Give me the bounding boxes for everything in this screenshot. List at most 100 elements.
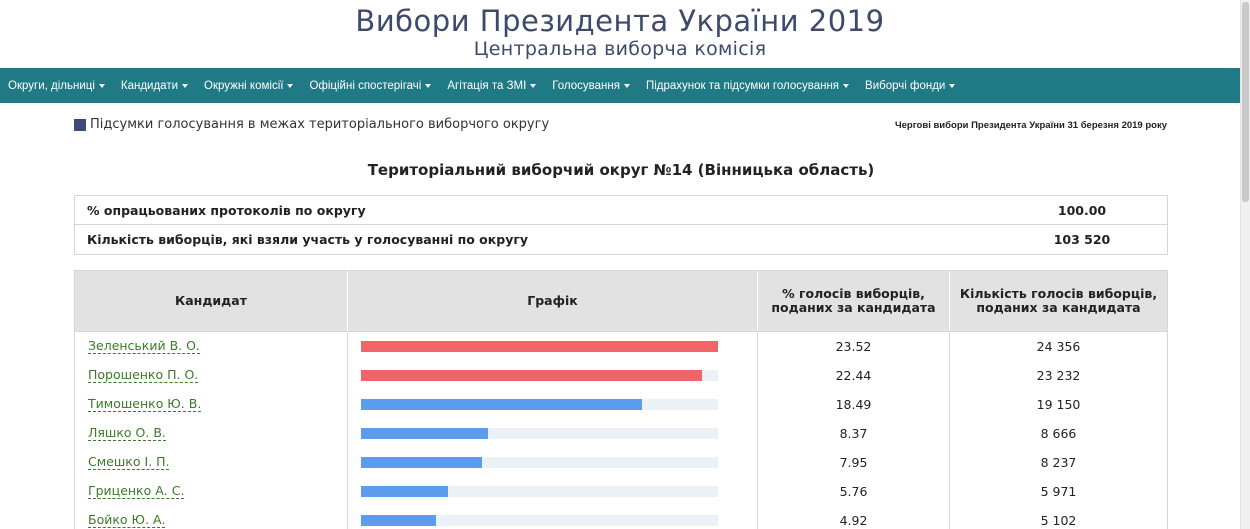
nav-media[interactable]: Агітація та ЗМІ <box>447 79 537 92</box>
candidate-link[interactable]: Тимошенко Ю. В. <box>88 396 202 412</box>
vote-bar <box>361 370 702 381</box>
candidate-link[interactable]: Зеленський В. О. <box>88 338 200 354</box>
bar-track <box>361 428 718 439</box>
table-row: Порошенко П. О. 22.44 23 232 <box>75 361 1167 390</box>
nav-observers[interactable]: Офіційні спостерігачі <box>309 79 432 92</box>
header-votes: Кількість голосів виборців, поданих за к… <box>959 285 1158 315</box>
candidate-link[interactable]: Смешко І. П. <box>88 454 170 470</box>
votes-cell: 23 232 <box>1036 368 1081 383</box>
candidate-cell: Зеленський В. О. <box>75 332 348 361</box>
square-icon <box>74 118 86 131</box>
table-row: Зеленський В. О. 23.52 24 356 <box>75 332 1167 361</box>
chart-cell <box>348 448 758 477</box>
nav-voting[interactable]: Голосування <box>552 80 630 92</box>
breadcrumb-text: Підсумки голосування в межах територіаль… <box>90 117 550 132</box>
site-header: Вибори Президента України 2019 Центральн… <box>0 0 1240 66</box>
bar-track <box>361 486 718 497</box>
caret-down-icon <box>425 84 432 88</box>
percent-cell: 23.52 <box>758 332 950 361</box>
bar-track <box>361 457 718 468</box>
table-row: Смешко І. П. 7.95 8 237 <box>75 448 1167 477</box>
nav-candidates[interactable]: Кандидати <box>120 79 189 92</box>
candidate-cell: Гриценко А. С. <box>75 477 348 506</box>
nav-item-label: Кандидати <box>120 79 179 92</box>
results-table: Кандидат Графік % голосів виборців, пода… <box>74 270 1168 529</box>
header-percent: % голосів виборців, поданих за кандидата <box>758 271 950 331</box>
candidate-link[interactable]: Бойко Ю. А. <box>88 512 166 528</box>
site-title[interactable]: Вибори Президента України 2019 <box>355 4 885 38</box>
candidate-link[interactable]: Ляшко О. В. <box>88 425 166 441</box>
candidate-cell: Порошенко П. О. <box>75 361 348 390</box>
bar-track <box>361 370 718 381</box>
chart-cell <box>348 419 758 448</box>
nav-item-label: Округи, дільниці <box>8 79 95 92</box>
candidate-cell: Смешко І. П. <box>75 448 348 477</box>
bar-track <box>361 399 718 410</box>
vote-bar <box>361 428 489 439</box>
table-row: Гриценко А. С. 5.76 5 971 <box>75 477 1167 506</box>
results-table-header: Кандидат Графік % голосів виборців, пода… <box>75 271 1167 332</box>
chart-cell <box>348 361 758 390</box>
nav-item-label: Голосування <box>552 79 620 92</box>
vote-bar <box>361 341 718 352</box>
caret-down-icon <box>98 84 105 88</box>
candidate-cell: Бойко Ю. А. <box>75 506 348 529</box>
main-navbar: Округи, дільниці Кандидати Окружні комісії… <box>0 68 1240 103</box>
nav-results[interactable]: Підрахунок та підсумки голосування <box>645 79 850 92</box>
nav-funds[interactable]: Виборчі фонди <box>865 79 956 92</box>
nav-item-label: Офіційні спостерігачі <box>309 79 422 92</box>
nav-item-label: Підрахунок та підсумки голосування <box>645 79 840 92</box>
percent-cell: 8.37 <box>758 419 950 448</box>
nav-district-commissions[interactable]: Окружні комісії <box>204 79 294 92</box>
summary-row-turnout: Кількість виборців, які взяли участь у г… <box>75 225 1167 254</box>
turnout-label: Кількість виборців, які взяли участь у г… <box>87 232 529 247</box>
table-row: Ляшко О. В. 8.37 8 666 <box>75 419 1167 448</box>
percent-cell: 7.95 <box>758 448 950 477</box>
results-table-body: Зеленський В. О. 23.52 24 356 Порошенко П. … <box>75 332 1167 529</box>
election-note: Чергові вибори Президента України 31 бер… <box>894 120 1167 131</box>
turnout-value: 103 520 <box>1053 232 1111 247</box>
votes-cell: 24 356 <box>1036 339 1081 354</box>
chart-cell <box>348 332 758 361</box>
header-chart: Графік <box>348 271 758 331</box>
vote-bar <box>361 399 642 410</box>
votes-cell: 5 102 <box>1040 513 1077 528</box>
summary-row-processed: % опрацьованих протоколів по округу 100.… <box>75 196 1167 225</box>
bar-track <box>361 515 718 526</box>
nav-item-label: Виборчі фонди <box>865 79 946 92</box>
caret-down-icon <box>623 84 630 88</box>
chart-cell <box>348 477 758 506</box>
processed-value: 100.00 <box>1057 202 1107 218</box>
processed-label: % опрацьованих протоколів по округу <box>87 202 366 218</box>
scrollbar-thumb[interactable] <box>1242 2 1249 202</box>
nav-item-label: Агітація та ЗМІ <box>447 79 527 92</box>
caret-down-icon <box>182 84 189 88</box>
votes-cell: 8 666 <box>1040 426 1077 441</box>
site-subtitle: Центральна виборча комісія <box>473 38 767 60</box>
votes-cell: 5 971 <box>1040 484 1077 499</box>
votes-cell: 19 150 <box>1036 397 1081 412</box>
candidate-link[interactable]: Порошенко П. О. <box>88 367 199 383</box>
candidate-cell: Ляшко О. В. <box>75 419 348 448</box>
percent-cell: 18.49 <box>758 390 950 419</box>
nav-item-label: Окружні комісії <box>204 79 284 92</box>
breadcrumb: Підсумки голосування в межах територіаль… <box>74 117 549 132</box>
nav-districts[interactable]: Округи, дільниці <box>8 80 105 92</box>
header-candidate: Кандидат <box>75 271 348 331</box>
vote-bar <box>361 486 449 497</box>
percent-cell: 5.76 <box>758 477 950 506</box>
candidate-link[interactable]: Гриценко А. С. <box>88 483 185 499</box>
percent-cell: 4.92 <box>758 506 950 529</box>
candidate-cell: Тимошенко Ю. В. <box>75 390 348 419</box>
caret-down-icon <box>530 84 537 88</box>
table-row: Бойко Ю. А. 4.92 5 102 <box>75 506 1167 529</box>
votes-cell: 8 237 <box>1040 455 1077 470</box>
bar-track <box>361 341 718 352</box>
page-title: Територіальний виборчий округ №14 (Вінни… <box>367 161 875 179</box>
vote-bar <box>361 515 436 526</box>
page-scrollbar[interactable] <box>1240 0 1250 529</box>
chart-cell <box>348 390 758 419</box>
chart-cell <box>348 506 758 529</box>
caret-down-icon <box>843 84 850 88</box>
caret-down-icon <box>287 84 294 88</box>
